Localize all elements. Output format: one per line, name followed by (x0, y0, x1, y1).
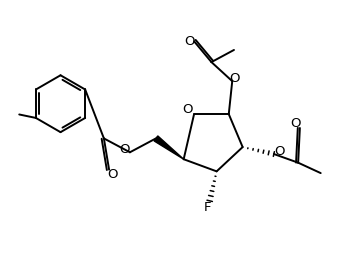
Polygon shape (154, 136, 184, 159)
Text: O: O (290, 117, 301, 130)
Text: O: O (185, 35, 195, 48)
Text: O: O (274, 145, 285, 158)
Text: O: O (183, 103, 193, 116)
Text: F: F (204, 201, 212, 214)
Text: O: O (107, 168, 118, 181)
Text: O: O (229, 72, 240, 85)
Text: O: O (119, 143, 129, 156)
